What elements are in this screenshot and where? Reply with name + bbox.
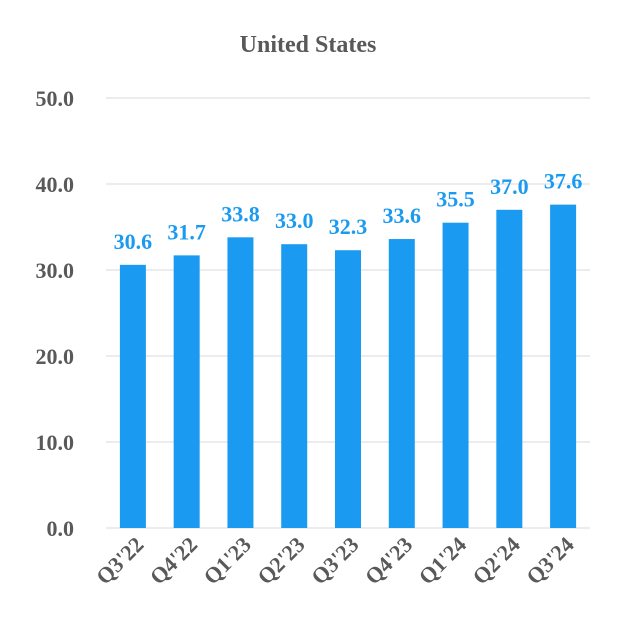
bar <box>550 204 577 528</box>
bar <box>173 255 200 528</box>
bar <box>496 209 523 529</box>
data-labels: 30.6 31.7 33.8 33.0 32.3 33.6 35.5 37.0 37.6 <box>114 169 583 254</box>
y-tick-label: 50.0 <box>36 86 75 111</box>
data-label: 33.0 <box>275 208 314 233</box>
y-axis-ticks: 0.0 10.0 20.0 30.0 40.0 50.0 <box>36 86 75 541</box>
bar <box>442 222 469 528</box>
bars <box>119 204 577 529</box>
y-tick-label: 10.0 <box>36 430 75 455</box>
x-tick-label: Q3'24 <box>521 532 578 589</box>
x-tick-label: Q4'23 <box>360 532 417 589</box>
data-label: 30.6 <box>114 229 153 254</box>
data-label: 37.0 <box>490 174 529 199</box>
data-label: 33.6 <box>383 203 422 228</box>
data-label: 35.5 <box>436 187 475 212</box>
bar <box>281 244 308 528</box>
y-tick-label: 40.0 <box>36 172 75 197</box>
x-tick-label: Q1'24 <box>414 532 471 589</box>
x-axis-ticks: Q3'22Q4'22Q1'23Q2'23Q3'23Q4'23Q1'24Q2'24… <box>91 532 579 589</box>
x-tick-label: Q1'23 <box>199 532 256 589</box>
chart-title: United States <box>240 32 377 58</box>
data-label: 33.8 <box>221 201 260 226</box>
bar <box>119 264 146 528</box>
y-tick-label: 30.0 <box>36 258 75 283</box>
data-label: 32.3 <box>329 214 368 239</box>
data-label: 31.7 <box>167 219 206 244</box>
x-tick-label: Q3'23 <box>306 532 363 589</box>
y-tick-label: 0.0 <box>47 516 75 541</box>
y-tick-label: 20.0 <box>36 344 75 369</box>
x-tick-label: Q4'22 <box>145 532 202 589</box>
x-tick-label: Q2'24 <box>467 532 524 589</box>
x-tick-label: Q3'22 <box>91 532 148 589</box>
bar <box>227 237 254 528</box>
data-label: 37.6 <box>544 169 583 194</box>
bar <box>335 250 361 528</box>
x-tick-label: Q2'23 <box>252 532 309 589</box>
bar <box>388 239 415 529</box>
